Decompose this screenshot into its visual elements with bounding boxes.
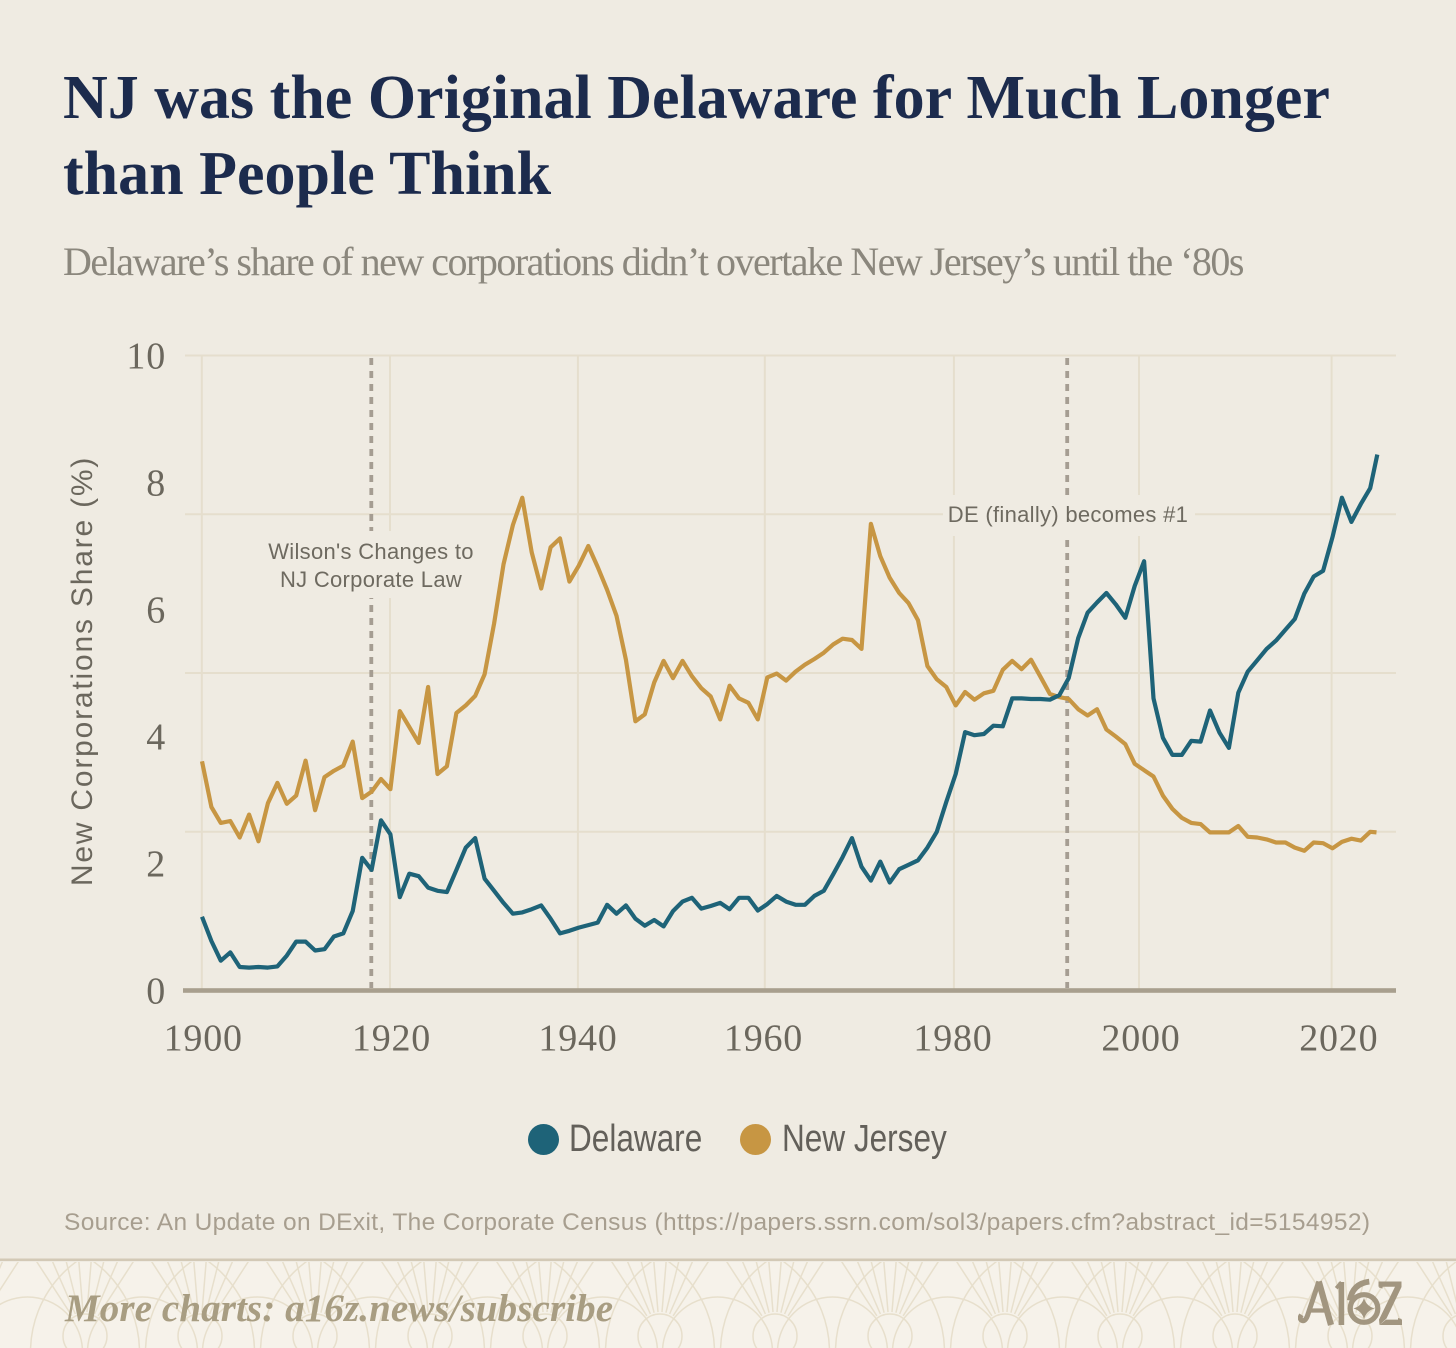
svg-text:1960: 1960 — [724, 1018, 803, 1060]
svg-text:8: 8 — [146, 463, 166, 505]
svg-text:Wilson's Changes to: Wilson's Changes to — [268, 539, 474, 564]
svg-text:DE (finally) becomes #1: DE (finally) becomes #1 — [948, 502, 1188, 527]
svg-text:1980: 1980 — [913, 1018, 992, 1060]
svg-text:0: 0 — [146, 971, 166, 1013]
svg-text:4: 4 — [146, 717, 166, 759]
svg-text:1940: 1940 — [538, 1018, 617, 1060]
svg-text:6: 6 — [146, 590, 166, 632]
svg-text:1900: 1900 — [164, 1018, 243, 1060]
svg-text:2: 2 — [146, 844, 166, 886]
svg-text:NJ Corporate Law: NJ Corporate Law — [280, 567, 462, 592]
svg-text:10: 10 — [126, 336, 166, 378]
svg-text:2000: 2000 — [1101, 1018, 1180, 1060]
svg-text:1920: 1920 — [352, 1018, 431, 1060]
svg-text:New Corporations Share (%): New Corporations Share (%) — [66, 456, 99, 886]
svg-text:2020: 2020 — [1299, 1018, 1378, 1060]
